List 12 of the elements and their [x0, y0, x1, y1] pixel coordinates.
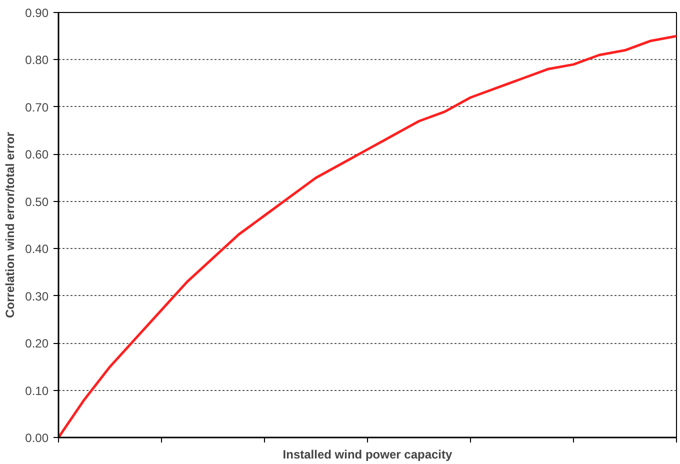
- y-tick-label: 0.80: [25, 53, 49, 68]
- x-axis-title: Installed wind power capacity: [282, 448, 453, 462]
- y-tick-label: 0.00: [25, 431, 49, 445]
- y-axis-title: Correlation wind error/total error: [3, 132, 18, 318]
- y-tick-label: 0.50: [25, 194, 49, 209]
- y-tick-label: 0.30: [25, 289, 49, 304]
- y-tick-label: 0.10: [25, 384, 49, 398]
- y-tick-label: 0.20: [25, 336, 49, 351]
- y-tick-label: 0.90: [25, 6, 49, 20]
- y-tick-label: 0.60: [25, 148, 49, 162]
- y-tick-label: 0.40: [25, 242, 49, 256]
- y-tick-label: 0.70: [25, 100, 49, 114]
